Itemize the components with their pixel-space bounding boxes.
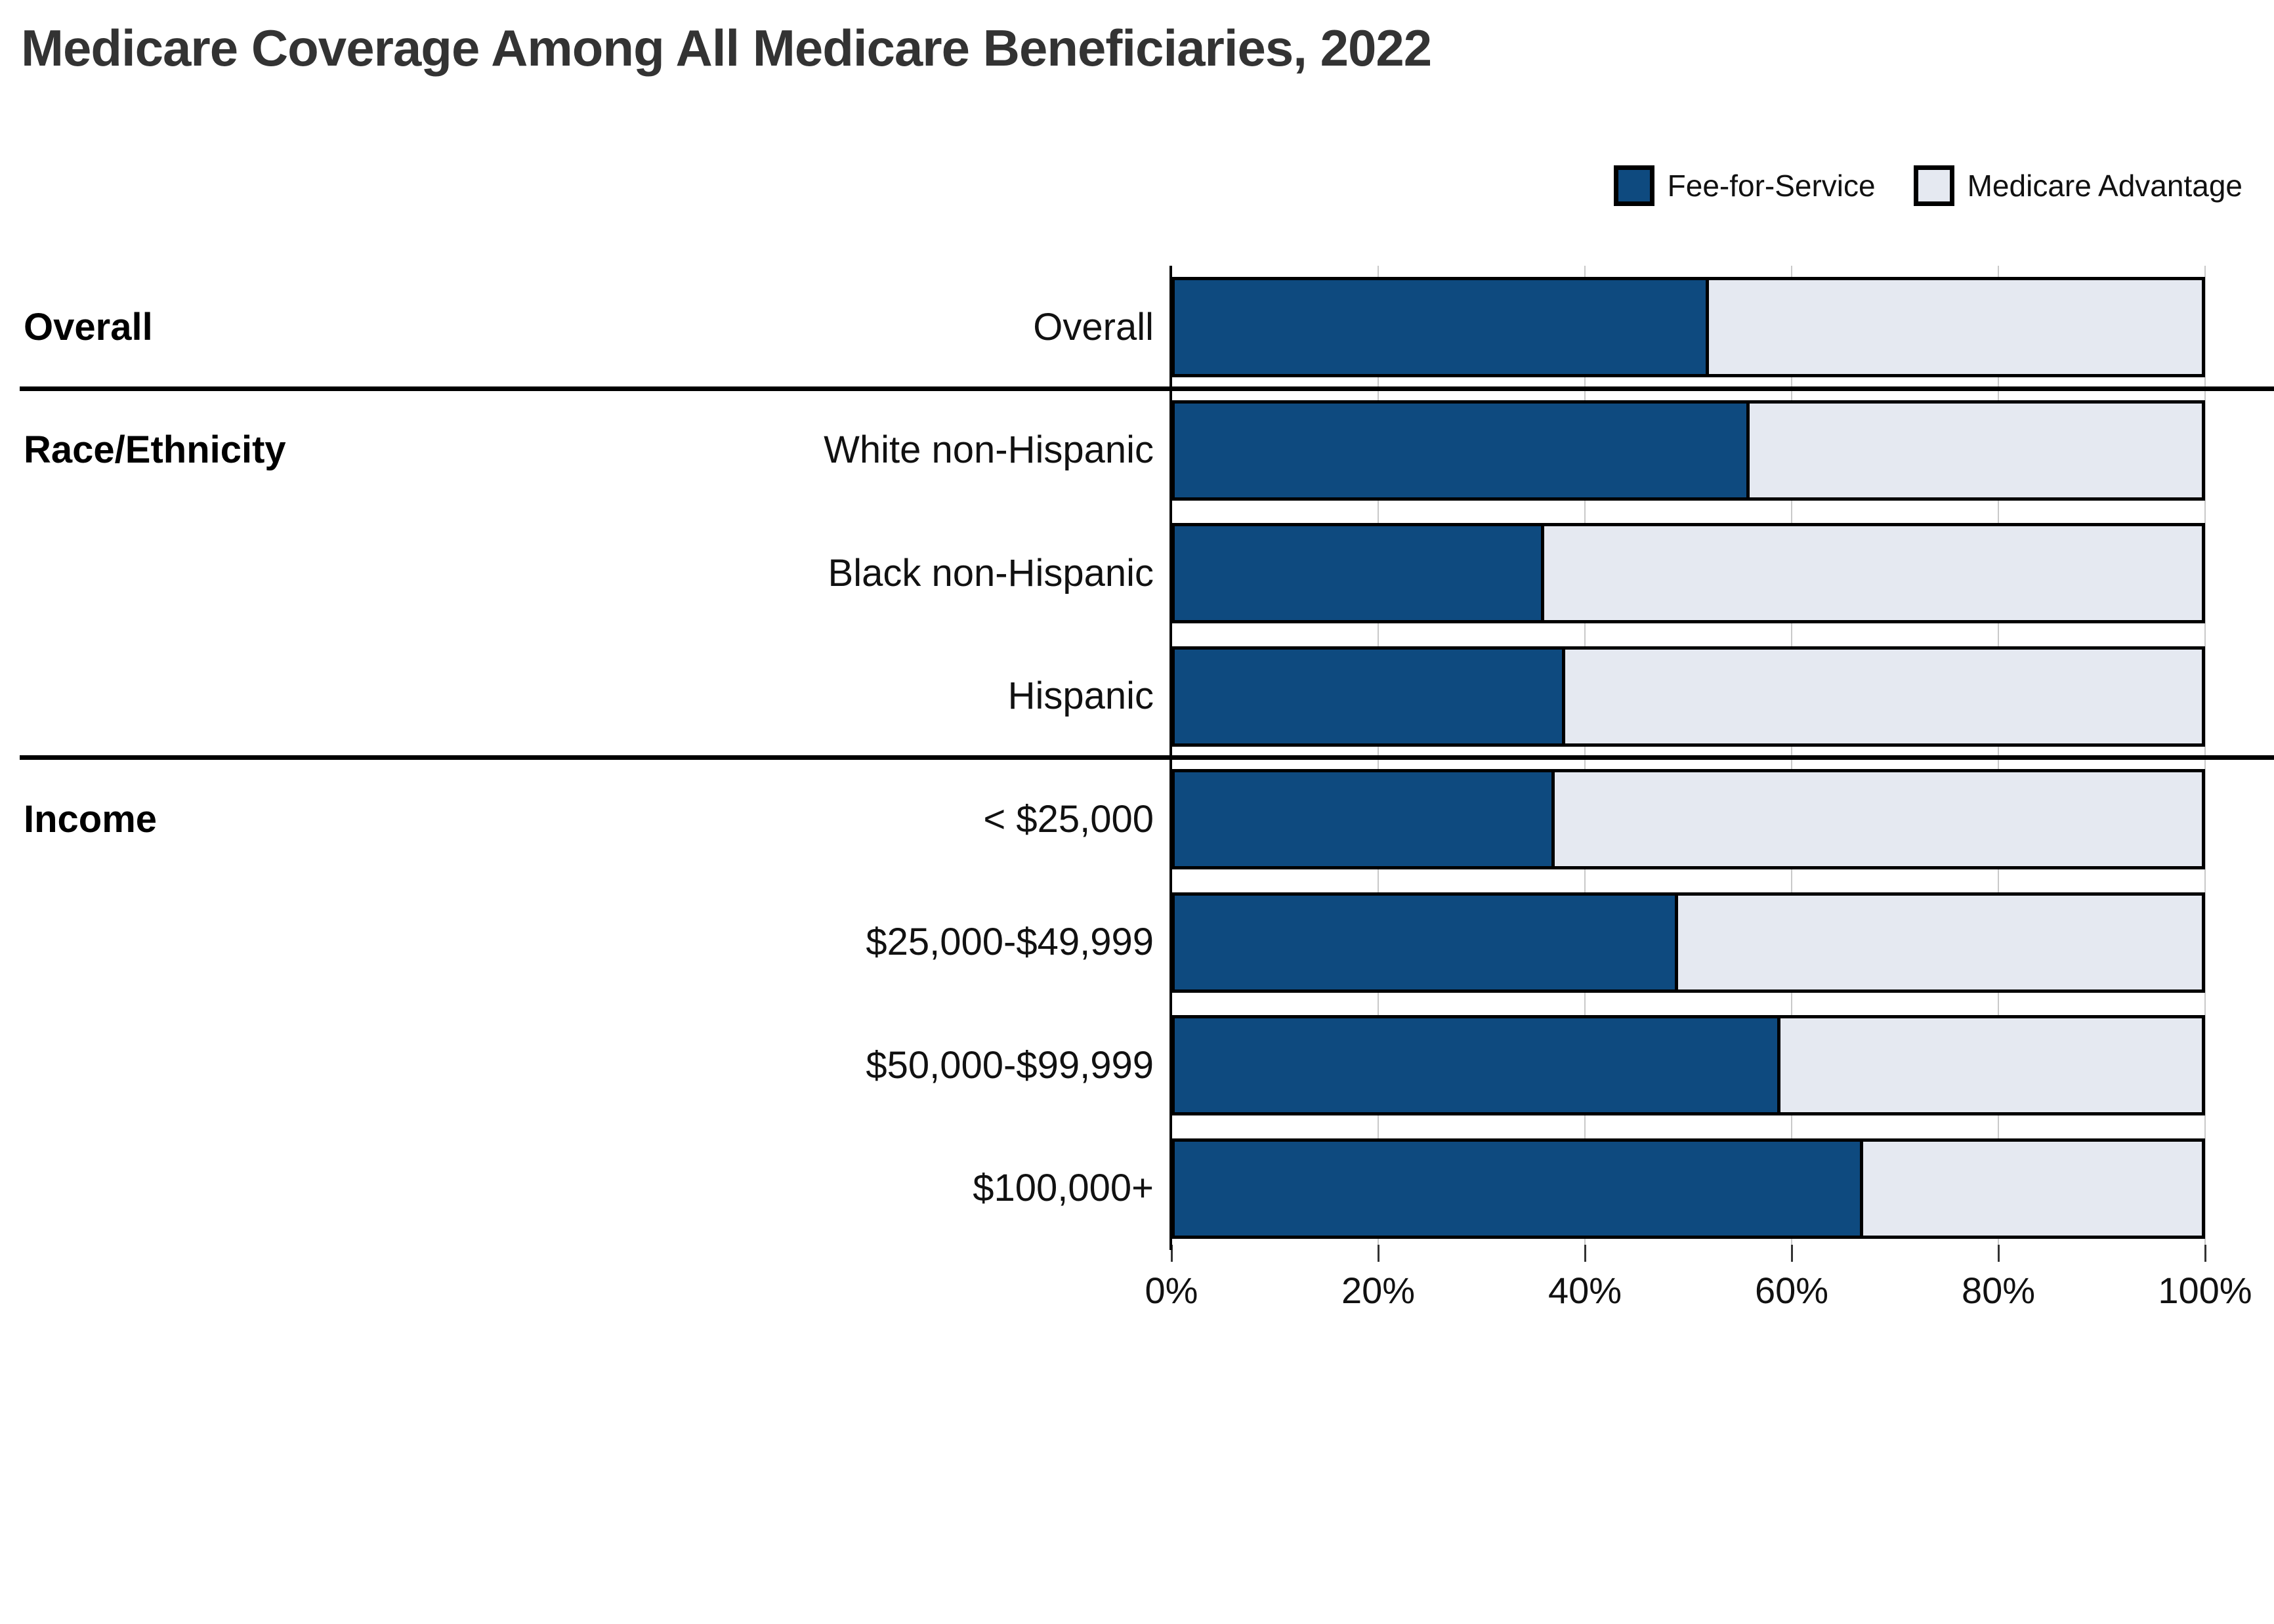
legend-label-fee-for-service: Fee-for-Service [1667, 169, 1876, 203]
row-label: $25,000-$49,999 [866, 921, 1154, 964]
bar-segment-medicare-advantage [1677, 895, 2202, 989]
x-axis-tick-label-60: 60% [1754, 1270, 1829, 1311]
bar-segment-fee-for-service [1175, 1141, 1863, 1236]
row-label: $100,000+ [973, 1167, 1154, 1210]
medicare-advantage-swatch-icon [1913, 165, 1954, 206]
section-divider [20, 386, 2274, 391]
section-divider [20, 755, 2274, 760]
row-label: Black non-Hispanic [828, 551, 1154, 594]
legend-label-medicare-advantage: Medicare Advantage [1967, 169, 2242, 203]
fee-for-service-swatch-icon [1613, 165, 1654, 206]
row-label: White non-Hispanic [824, 428, 1154, 472]
bar-segment-medicare-advantage [1555, 772, 2202, 866]
section-label-race-ethnicity: Race/Ethnicity [24, 428, 286, 472]
row-label: < $25,000 [983, 797, 1154, 841]
x-axis-tick-0 [1171, 1245, 1173, 1262]
bar-segment-fee-for-service [1175, 526, 1545, 620]
x-axis-tick-80 [1998, 1245, 2000, 1262]
section-label-overall: Overall [24, 305, 153, 348]
x-axis-tick-100 [2204, 1245, 2206, 1262]
bar-segment-medicare-advantage [1565, 649, 2202, 743]
bar-segment-fee-for-service [1175, 403, 1750, 497]
bar-row [1171, 892, 2205, 993]
section-label-income: Income [24, 797, 158, 841]
bar-row [1171, 523, 2205, 623]
chart-title: Medicare Coverage Among All Medicare Ben… [21, 19, 1432, 77]
bar-row [1171, 400, 2205, 501]
bar-row [1171, 769, 2205, 869]
bar-segment-medicare-advantage [1750, 403, 2202, 497]
bar-row [1171, 646, 2205, 747]
bar-segment-fee-for-service [1175, 895, 1678, 989]
x-axis-tick-label-80: 80% [1961, 1270, 2036, 1311]
bar-row [1171, 1138, 2205, 1239]
row-label: Hispanic [1007, 675, 1154, 718]
row-label: Overall [1033, 305, 1154, 348]
bar-segment-medicare-advantage [1780, 1018, 2202, 1112]
bar-segment-medicare-advantage [1863, 1141, 2202, 1236]
bar-segment-fee-for-service [1175, 649, 1565, 743]
bar-segment-fee-for-service [1175, 280, 1709, 374]
legend-item-fee-for-service: Fee-for-Service [1613, 165, 1876, 206]
x-axis-tick-label-20: 20% [1341, 1270, 1416, 1311]
x-axis-tick-60 [1791, 1245, 1793, 1262]
bar-segment-fee-for-service [1175, 1018, 1781, 1112]
x-axis-tick-label-40: 40% [1548, 1270, 1622, 1311]
bar-segment-fee-for-service [1175, 772, 1555, 866]
legend: Fee-for-Service Medicare Advantage [1613, 165, 2242, 206]
legend-item-medicare-advantage: Medicare Advantage [1913, 165, 2242, 206]
bar-row [1171, 277, 2205, 377]
x-axis-tick-label-100: 100% [2158, 1270, 2252, 1311]
x-axis-tick-label-0: 0% [1145, 1270, 1198, 1311]
x-axis-tick-20 [1378, 1245, 1379, 1262]
x-axis-tick-40 [1584, 1245, 1586, 1262]
row-label: $50,000-$99,999 [866, 1043, 1154, 1087]
bar-segment-medicare-advantage [1544, 526, 2202, 620]
bar-segment-medicare-advantage [1708, 280, 2202, 374]
bar-row [1171, 1015, 2205, 1115]
